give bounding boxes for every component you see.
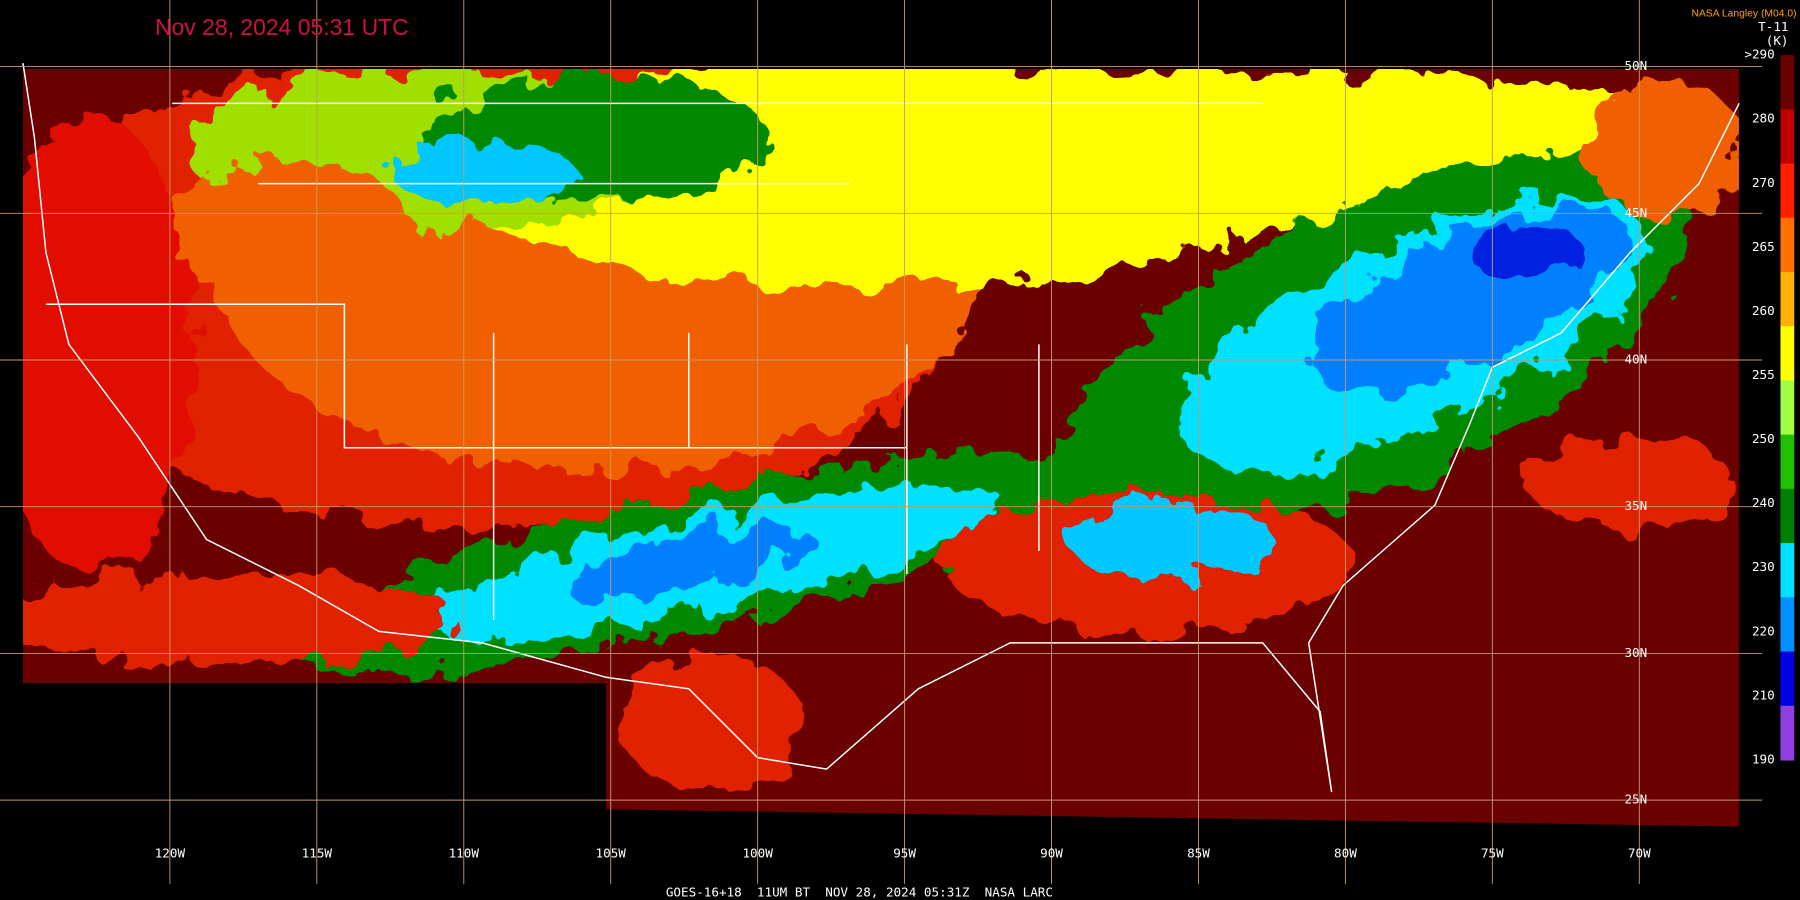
latitude-label: 25N (1624, 792, 1647, 807)
colorbar-swatch (1780, 109, 1795, 165)
boundaries (22, 63, 1740, 793)
colorbar-swatch (1780, 651, 1795, 707)
latitude-label: 50N (1624, 58, 1647, 73)
unit-label: (K) (1766, 33, 1789, 48)
graticule: 120W 115W 110W 105W 100W 95W 90W 85W 80W 75W 70W 50… (0, 0, 1763, 884)
longitude-label: 115W (302, 846, 333, 861)
colorbar-label: 230 (1752, 559, 1775, 574)
colorbar-swatch (1780, 217, 1795, 273)
longitude-label: 70W (1628, 846, 1651, 861)
source-label: NASA Langley (M04.0) (1691, 9, 1796, 20)
longitude-label: 100W (742, 846, 773, 861)
longitude-label: 85W (1187, 846, 1210, 861)
colorbar-label: 250 (1752, 431, 1775, 446)
latitude-label: 45N (1624, 205, 1647, 220)
colorbar-label: 255 (1752, 367, 1775, 382)
colorbar-swatch (1780, 597, 1795, 653)
colorbar-label: 270 (1752, 175, 1775, 190)
latitude-label: 40N (1624, 352, 1647, 367)
colorbar-label: 210 (1752, 687, 1775, 702)
timestamp-title: Nov 28, 2024 05:31 UTC (155, 14, 409, 40)
product-label: T-11 (1758, 19, 1788, 34)
footer: GOES-16+18 11UM BT NOV 28, 2024 05:31Z N… (666, 885, 1053, 900)
longitude-label: 105W (596, 846, 627, 861)
colorbar-swatch (1780, 488, 1795, 544)
colorbar-swatch (1780, 271, 1795, 327)
colorbar-swatch (1780, 705, 1795, 761)
colorbar-swatch (1780, 55, 1795, 110)
colorbar-label: 220 (1752, 623, 1775, 638)
colorbar-swatch (1780, 434, 1795, 490)
colorbar-label: 260 (1752, 303, 1775, 318)
colorbar-label: 190 (1752, 751, 1775, 766)
colorbar-swatch (1780, 326, 1795, 381)
longitude-label: 80W (1334, 846, 1357, 861)
longitude-label: 95W (893, 846, 916, 861)
colorbar-swatch (1780, 380, 1795, 436)
longitude-label: 75W (1481, 846, 1504, 861)
longitude-label: 110W (449, 846, 480, 861)
colorbar-label: 280 (1752, 111, 1775, 126)
longitude-label: 90W (1040, 846, 1063, 861)
colorbar-swatch (1780, 163, 1795, 219)
colorbar-label: >290 (1744, 47, 1774, 62)
colorbar-label: 240 (1752, 495, 1775, 510)
colorbar-swatch (1780, 543, 1795, 598)
colorbar-label: 265 (1752, 239, 1775, 254)
longitude-label: 120W (155, 846, 186, 861)
latitude-label: 35N (1624, 498, 1647, 513)
latitude-label: 30N (1624, 645, 1647, 660)
colorbar: >290 280 270 265 260 255 250 240 230 220 210 190 (1744, 47, 1795, 766)
